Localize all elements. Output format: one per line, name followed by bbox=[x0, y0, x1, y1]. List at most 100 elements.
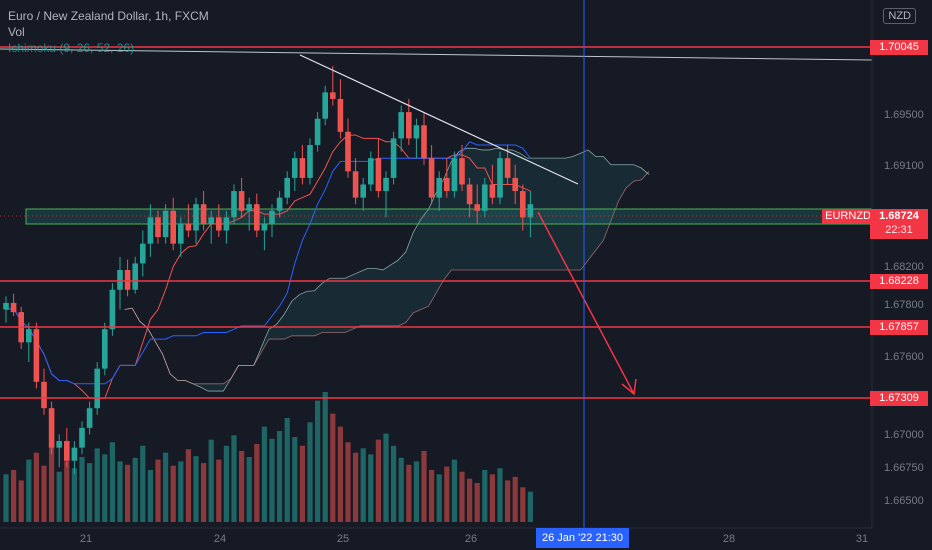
candle-body bbox=[390, 138, 397, 178]
volume-bar bbox=[3, 474, 9, 522]
legend-vol[interactable]: Vol bbox=[8, 25, 25, 39]
candle-body bbox=[474, 204, 480, 211]
volume-bar bbox=[87, 463, 93, 522]
time-axis-label: 21 bbox=[80, 533, 92, 545]
volume-bar bbox=[185, 449, 191, 522]
volume-bar bbox=[178, 461, 184, 522]
volume-bar bbox=[383, 433, 389, 522]
volume-bar bbox=[41, 465, 47, 522]
currency-badge: NZD bbox=[883, 8, 916, 24]
volume-bar bbox=[33, 452, 39, 522]
candle-body bbox=[497, 158, 503, 198]
candle-body bbox=[238, 191, 245, 211]
volume-bar bbox=[284, 418, 290, 522]
legend-ichimoku[interactable]: Ichimoku (9, 26, 52, 26) bbox=[8, 41, 135, 55]
symbol-label: EURNZD bbox=[822, 209, 874, 224]
candle-body bbox=[322, 92, 328, 119]
legend-title[interactable]: Euro / New Zealand Dollar, 1h, FXCM bbox=[8, 9, 209, 23]
candle-body bbox=[360, 184, 366, 198]
kijun-line bbox=[5, 141, 531, 385]
candle-body bbox=[3, 302, 9, 310]
volume-bar bbox=[413, 461, 419, 522]
candle-body bbox=[299, 158, 306, 178]
time-axis[interactable]: 21 24 25 26 28 31 bbox=[80, 533, 868, 545]
drawings bbox=[0, 48, 873, 396]
candle-body bbox=[444, 177, 450, 192]
candle-body bbox=[375, 158, 382, 192]
volume-bar bbox=[277, 431, 283, 522]
volume-bar bbox=[71, 468, 77, 522]
volume-bar bbox=[239, 450, 245, 522]
candle-body bbox=[466, 184, 473, 205]
price-axis[interactable]: 1.69500 1.69100 1.68200 1.67800 1.67600 1.670… bbox=[884, 109, 924, 507]
candle-body bbox=[489, 184, 496, 198]
bar-countdown: 22:31 bbox=[885, 224, 913, 236]
volume-bar bbox=[223, 445, 229, 522]
candle-body bbox=[276, 197, 283, 211]
candle-body bbox=[26, 329, 32, 343]
volume-bar bbox=[117, 461, 123, 522]
volume-bar bbox=[64, 461, 70, 522]
price-axis-label: 1.68200 bbox=[884, 261, 924, 273]
candle-body bbox=[269, 210, 275, 224]
candle-body bbox=[86, 408, 93, 428]
volume-bar bbox=[94, 448, 100, 522]
volume-histogram bbox=[3, 392, 533, 522]
volume-bar bbox=[102, 454, 108, 522]
candle-body bbox=[162, 210, 169, 238]
price-label-level-2: 1.68228 bbox=[870, 274, 928, 289]
candle-body bbox=[504, 158, 511, 178]
candle-body bbox=[48, 408, 55, 448]
volume-bar bbox=[337, 426, 343, 522]
long-trendline[interactable] bbox=[0, 48, 873, 61]
volume-bar bbox=[109, 442, 115, 522]
price-axis-label: 1.69500 bbox=[884, 109, 924, 121]
time-axis-label: 28 bbox=[723, 533, 735, 545]
candle-body bbox=[337, 98, 344, 132]
volume-bar bbox=[315, 400, 321, 522]
candle-body bbox=[102, 329, 108, 369]
forecast-arrow[interactable] bbox=[537, 211, 635, 395]
volume-bar bbox=[26, 459, 32, 522]
volume-bar bbox=[132, 457, 138, 522]
candle-body bbox=[41, 381, 47, 409]
price-axis-label: 1.67600 bbox=[884, 351, 924, 363]
volume-bar bbox=[368, 454, 374, 522]
candle-body bbox=[71, 447, 78, 461]
volume-bar bbox=[406, 464, 412, 522]
candle-body bbox=[246, 204, 252, 211]
volume-bar bbox=[79, 457, 85, 522]
candle-body bbox=[352, 171, 359, 198]
candle-body bbox=[223, 217, 230, 231]
chart-legend: Euro / New Zealand Dollar, 1h, FXCM Vol … bbox=[8, 8, 209, 56]
candle-body bbox=[406, 112, 412, 139]
candle-body bbox=[368, 158, 374, 185]
candle-body bbox=[208, 217, 214, 224]
volume-bar bbox=[56, 471, 62, 522]
volume-bar bbox=[125, 464, 131, 522]
time-axis-label: 31 bbox=[856, 533, 868, 545]
volume-bar bbox=[170, 465, 176, 522]
price-axis-label: 1.67000 bbox=[884, 429, 924, 441]
candle-body bbox=[193, 204, 199, 231]
horizontal-levels bbox=[0, 46, 872, 399]
candle-body bbox=[527, 204, 534, 218]
volume-bar bbox=[474, 483, 480, 522]
volume-bar bbox=[163, 452, 169, 522]
volume-bar bbox=[345, 442, 351, 522]
candlesticks bbox=[3, 66, 534, 474]
candle-body bbox=[436, 177, 442, 198]
candle-body bbox=[231, 191, 237, 218]
volume-bar bbox=[398, 457, 404, 522]
volume-bar bbox=[520, 487, 526, 522]
trendline[interactable] bbox=[299, 54, 579, 185]
candle-body bbox=[261, 223, 268, 231]
candle-body bbox=[292, 158, 298, 178]
volume-bar bbox=[246, 457, 252, 522]
volume-bar bbox=[49, 444, 55, 522]
price-label-level-4: 1.67309 bbox=[870, 391, 928, 406]
volume-bar bbox=[505, 480, 511, 522]
candle-body bbox=[314, 118, 321, 145]
